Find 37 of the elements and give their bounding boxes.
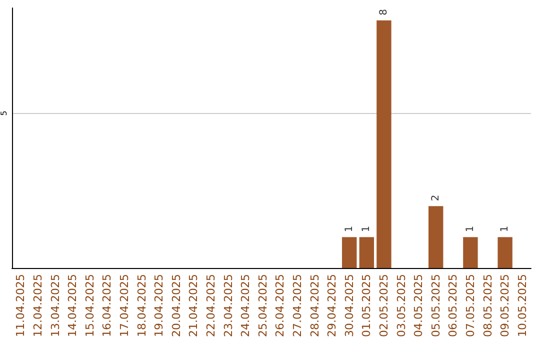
x-tick-label: 13.04.2025 xyxy=(48,274,62,338)
x-tick-label: 25.04.2025 xyxy=(256,274,270,338)
x-tick-label: 05.05.2025 xyxy=(429,274,442,338)
x-tick-label: 01.05.2025 xyxy=(360,274,374,338)
x-tick-label: 15.04.2025 xyxy=(83,274,96,338)
data-label: 8 xyxy=(378,9,390,16)
x-tick-label: 04.05.2025 xyxy=(412,274,426,338)
x-tick-label: 22.04.2025 xyxy=(204,274,218,338)
data-label: 1 xyxy=(464,226,476,232)
x-tick-label: 18.04.2025 xyxy=(135,274,148,338)
x-tick-label: 09.05.2025 xyxy=(498,274,512,338)
x-tick-label: 28.04.2025 xyxy=(308,274,322,338)
data-label: 1 xyxy=(361,226,372,232)
x-tick-label: 19.04.2025 xyxy=(152,274,166,338)
x-tick-label: 10.05.2025 xyxy=(516,274,529,338)
x-tick-label: 12.04.2025 xyxy=(31,274,44,338)
x-tick-label: 27.04.2025 xyxy=(290,274,304,338)
x-tick-label: 24.04.2025 xyxy=(239,274,252,338)
data-label: 2 xyxy=(430,194,442,202)
x-tick-label: 20.04.2025 xyxy=(170,274,183,338)
x-tick-label: 06.05.2025 xyxy=(446,274,460,338)
x-tick-label: 17.04.2025 xyxy=(118,274,131,338)
x-tick-label: 29.04.2025 xyxy=(326,274,339,338)
x-tick-label: 14.04.2025 xyxy=(66,274,80,338)
x-tick-label: 07.05.2025 xyxy=(464,274,477,338)
x-tick-label: 03.05.2025 xyxy=(394,274,408,338)
x-tick-label: 08.05.2025 xyxy=(481,274,494,338)
x-tick-label: 30.04.2025 xyxy=(342,274,356,338)
data-label: 1 xyxy=(500,226,511,232)
y-tick-label: 5 xyxy=(0,110,8,116)
x-tick-label: 02.05.2025 xyxy=(377,274,390,338)
x-tick-label: 23.04.2025 xyxy=(222,274,235,338)
x-tick-label: 16.04.2025 xyxy=(100,274,114,338)
x-tick-label: 11.04.2025 xyxy=(14,274,28,338)
data-label: 1 xyxy=(344,226,355,232)
x-tick-label: 26.04.2025 xyxy=(274,274,287,338)
x-tick-label: 21.04.2025 xyxy=(187,274,200,338)
